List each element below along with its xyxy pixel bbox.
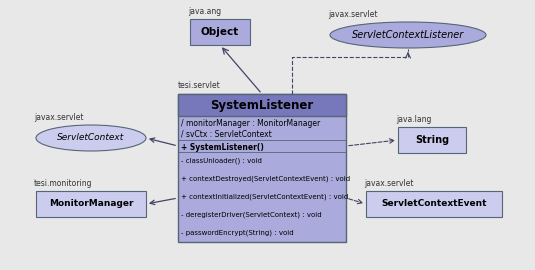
Bar — [366, 191, 502, 217]
Text: SystemListener: SystemListener — [210, 99, 314, 112]
Text: + contextInitialized(ServletContextEvent) : void: + contextInitialized(ServletContextEvent… — [181, 194, 348, 200]
Text: - passwordEncrypt(String) : void: - passwordEncrypt(String) : void — [181, 230, 294, 236]
Text: java.lang: java.lang — [396, 115, 431, 124]
Text: java.ang: java.ang — [188, 7, 221, 16]
Ellipse shape — [330, 22, 486, 48]
Bar — [178, 94, 346, 242]
Text: ServletContext: ServletContext — [57, 133, 125, 143]
Ellipse shape — [36, 125, 146, 151]
Text: + SystemListener(): + SystemListener() — [181, 143, 264, 151]
Bar — [36, 191, 146, 217]
Bar — [178, 94, 346, 116]
Text: ServletContextListener: ServletContextListener — [352, 30, 464, 40]
Text: javax.servlet: javax.servlet — [364, 179, 414, 188]
Text: - classUnloader() : void: - classUnloader() : void — [181, 158, 262, 164]
Text: - deregisterDriver(ServletContext) : void: - deregisterDriver(ServletContext) : voi… — [181, 212, 322, 218]
Text: / svCtx : ServletContext: / svCtx : ServletContext — [181, 130, 272, 139]
Text: tesi.servlet: tesi.servlet — [178, 81, 221, 90]
Text: String: String — [415, 135, 449, 145]
Text: Object: Object — [201, 27, 239, 37]
Text: javax.servlet: javax.servlet — [328, 10, 378, 19]
Text: ServletContextEvent: ServletContextEvent — [381, 200, 487, 208]
Text: javax.servlet: javax.servlet — [34, 113, 83, 122]
Text: / monitorManager : MonitorManager: / monitorManager : MonitorManager — [181, 120, 320, 129]
Bar — [398, 127, 466, 153]
Text: + contextDestroyed(ServletContextEvent) : void: + contextDestroyed(ServletContextEvent) … — [181, 176, 350, 182]
Bar — [190, 19, 250, 45]
Text: MonitorManager: MonitorManager — [49, 200, 133, 208]
Text: tesi.monitoring: tesi.monitoring — [34, 179, 93, 188]
